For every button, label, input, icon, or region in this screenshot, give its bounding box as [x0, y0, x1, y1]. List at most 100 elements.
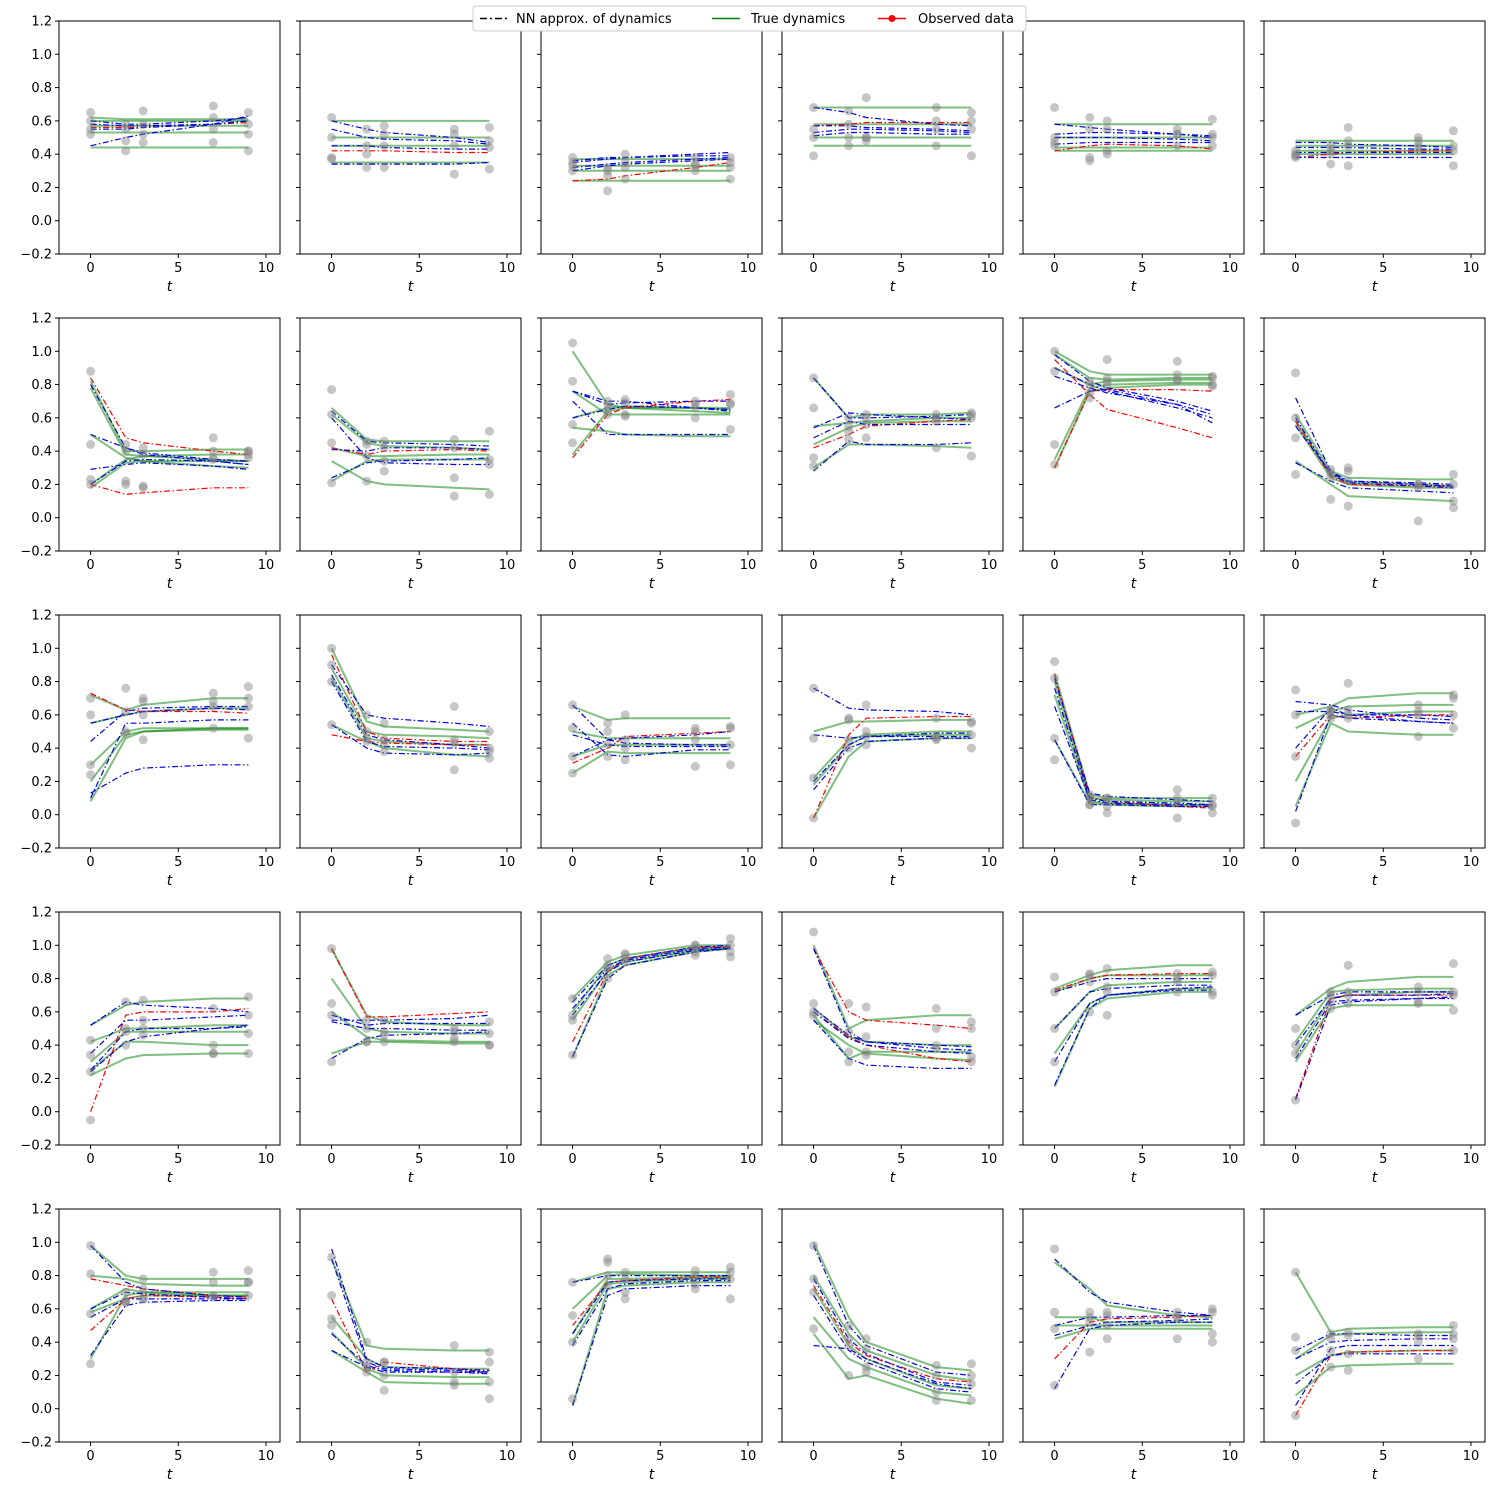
- y-tick-label: 0.8: [31, 1269, 52, 1284]
- observed-point: [931, 416, 941, 426]
- observed-point: [620, 949, 630, 959]
- y-tick-label: 1.2: [31, 609, 52, 624]
- observed-point: [86, 710, 96, 720]
- observed-point: [1326, 494, 1336, 504]
- observed-point: [243, 108, 253, 117]
- observed-point: [966, 124, 976, 134]
- nn-approx-line: [90, 116, 249, 125]
- observed-point: [1102, 1334, 1112, 1344]
- observed-point: [1413, 1329, 1423, 1339]
- subplot-r3-c6: 0 5 10 t: [1260, 614, 1486, 889]
- observed-point: [1413, 479, 1423, 489]
- nn-approx-line: [1295, 707, 1454, 749]
- subplot-r4-c6: 0 5 10 t: [1260, 911, 1486, 1186]
- observed-point: [690, 940, 700, 950]
- y-tick-label: 0.0: [31, 1105, 52, 1120]
- observed-point: [966, 1395, 976, 1405]
- observed-point: [1326, 1004, 1336, 1013]
- x-tick-label: 5: [174, 1152, 182, 1167]
- nn-approx-line: [90, 483, 249, 496]
- x-axis-label: t: [649, 873, 655, 889]
- nn-approx-line: [572, 734, 731, 748]
- true-dynamics-line: [330, 667, 490, 740]
- x-tick-label: 10: [1222, 558, 1239, 573]
- axes-frame: [1263, 911, 1486, 1146]
- x-tick-label: 0: [86, 855, 94, 870]
- observed-point: [138, 129, 148, 139]
- observed-point: [725, 400, 735, 409]
- x-tick-label: 0: [86, 1449, 94, 1464]
- y-tick-label: 1.0: [31, 48, 52, 63]
- subplot-r1-c1: 0 5 10 t −0.2 0.0 0.2 0.4 0.6 0.8 1.0 1.2: [20, 15, 281, 295]
- observed-point: [1085, 113, 1095, 122]
- true-dynamics-line: [90, 453, 249, 486]
- subplot-r3-c5: 0 5 10 t: [1019, 614, 1245, 889]
- observed-point: [1102, 124, 1112, 134]
- observed-point: [484, 1357, 494, 1367]
- observed-point: [725, 947, 735, 957]
- observed-point: [1050, 1057, 1060, 1067]
- subplot-r1-c6: 0 5 10 t: [1260, 20, 1486, 295]
- observed-point: [121, 124, 131, 134]
- observed-point: [603, 410, 613, 419]
- observed-point: [931, 735, 941, 745]
- observed-point: [1291, 752, 1301, 761]
- observed-point: [1207, 141, 1217, 151]
- observed-point: [449, 1377, 459, 1387]
- legend-true-label: True dynamics: [750, 12, 845, 27]
- observed-point: [379, 1015, 389, 1025]
- observed-point: [1343, 960, 1353, 970]
- observed-point: [1291, 1346, 1301, 1355]
- observed-point: [844, 713, 854, 723]
- observed-point: [208, 455, 218, 464]
- subplot-r4-c5: 0 5 10 t: [1019, 911, 1245, 1186]
- nn-approx-line: [813, 734, 972, 739]
- true-dynamics-line: [1295, 703, 1454, 730]
- observed-point: [1343, 501, 1353, 511]
- true-dynamics-line: [571, 944, 731, 1000]
- observed-point: [1413, 141, 1423, 151]
- plot-contents: [327, 385, 494, 501]
- observed-point: [121, 146, 131, 156]
- observed-point: [844, 1334, 854, 1344]
- observed-point: [1448, 161, 1458, 171]
- axes-frame: [540, 317, 763, 552]
- observed-point: [1050, 1244, 1060, 1254]
- observed-point: [1172, 376, 1182, 386]
- x-tick-label: 5: [897, 261, 905, 276]
- observed-point: [327, 1010, 337, 1020]
- y-tick-label: 1.0: [31, 1236, 52, 1251]
- true-dynamics-line: [572, 750, 731, 774]
- observed-point: [844, 743, 854, 753]
- axes-frame: [1263, 1208, 1486, 1443]
- observed-point: [861, 420, 871, 429]
- observed-point: [379, 141, 389, 151]
- observed-point: [620, 410, 630, 419]
- observed-point: [931, 1387, 941, 1397]
- x-tick-label: 5: [174, 261, 182, 276]
- observed-point: [1343, 710, 1353, 720]
- observed-point: [690, 1284, 700, 1294]
- x-tick-label: 0: [1291, 558, 1299, 573]
- observed-point: [844, 133, 854, 142]
- observed-point: [620, 395, 630, 404]
- x-axis-label: t: [890, 1467, 896, 1483]
- observed-point: [620, 1274, 630, 1284]
- observed-point: [690, 403, 700, 413]
- nn-approx-line: [1054, 136, 1213, 142]
- nn-approx-line: [331, 948, 490, 1018]
- y-tick-label: 0.4: [31, 1039, 52, 1054]
- observed-point: [809, 373, 819, 383]
- y-tick-label: 1.0: [31, 345, 52, 360]
- subplot-r2-c6: 0 5 10 t: [1260, 317, 1486, 592]
- axes-frame: [1263, 20, 1486, 255]
- nn-approx-line: [1295, 992, 1454, 1046]
- x-tick-label: 5: [656, 855, 664, 870]
- observed-point: [603, 405, 613, 414]
- observed-point: [484, 143, 494, 152]
- y-tick-label: 0.8: [31, 972, 52, 987]
- observed-point: [844, 999, 854, 1008]
- observed-point: [861, 740, 871, 750]
- observed-point: [449, 738, 459, 748]
- plot-area: [1023, 912, 1244, 1145]
